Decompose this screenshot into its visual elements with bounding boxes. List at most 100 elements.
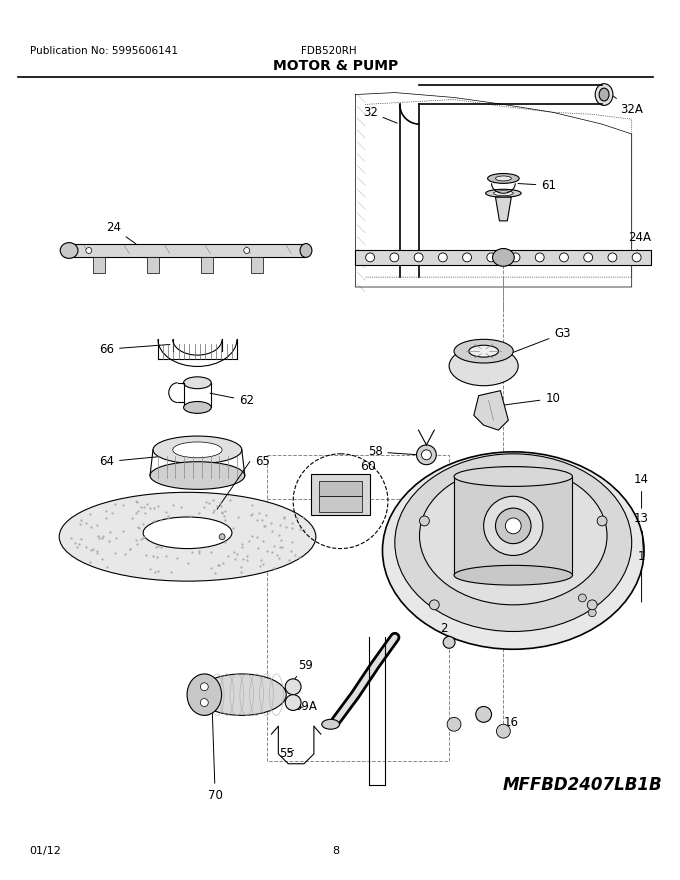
- Ellipse shape: [494, 191, 513, 195]
- Bar: [147, 257, 159, 273]
- Circle shape: [447, 717, 461, 731]
- Circle shape: [285, 678, 301, 694]
- Text: Publication No: 5995606141: Publication No: 5995606141: [30, 46, 177, 56]
- Ellipse shape: [595, 84, 613, 106]
- Ellipse shape: [454, 466, 573, 487]
- Ellipse shape: [599, 88, 609, 101]
- Text: 13: 13: [634, 512, 649, 553]
- Text: 55: 55: [279, 747, 294, 760]
- Ellipse shape: [454, 340, 513, 363]
- Circle shape: [496, 724, 510, 738]
- Ellipse shape: [184, 377, 211, 389]
- Circle shape: [86, 247, 92, 253]
- Text: 8: 8: [332, 846, 339, 855]
- Circle shape: [462, 253, 471, 262]
- Bar: [201, 257, 214, 273]
- Text: 62: 62: [210, 393, 254, 407]
- Circle shape: [483, 496, 543, 555]
- Circle shape: [285, 694, 301, 710]
- Ellipse shape: [300, 244, 312, 257]
- Bar: [251, 257, 262, 273]
- Circle shape: [505, 518, 521, 534]
- Ellipse shape: [449, 346, 518, 385]
- Ellipse shape: [184, 401, 211, 414]
- Ellipse shape: [150, 462, 245, 489]
- Text: 24: 24: [106, 221, 136, 244]
- Text: 61: 61: [518, 179, 556, 192]
- Text: 10: 10: [503, 392, 560, 405]
- Circle shape: [511, 253, 520, 262]
- Circle shape: [201, 683, 208, 691]
- Text: 65: 65: [254, 455, 269, 468]
- Ellipse shape: [395, 454, 632, 632]
- Text: 01/12: 01/12: [30, 846, 61, 855]
- Ellipse shape: [420, 466, 607, 605]
- Circle shape: [579, 594, 586, 602]
- Polygon shape: [474, 391, 509, 430]
- Ellipse shape: [469, 345, 498, 357]
- Ellipse shape: [322, 719, 339, 730]
- Circle shape: [487, 253, 496, 262]
- Ellipse shape: [382, 451, 644, 649]
- Circle shape: [439, 253, 447, 262]
- Ellipse shape: [486, 189, 521, 197]
- Text: 14: 14: [634, 473, 649, 509]
- Text: 32: 32: [362, 106, 397, 123]
- Text: 59: 59: [295, 658, 313, 678]
- Bar: [319, 481, 362, 496]
- Bar: [311, 473, 370, 515]
- Circle shape: [560, 253, 568, 262]
- Ellipse shape: [454, 565, 573, 585]
- Ellipse shape: [173, 442, 222, 458]
- Bar: [92, 257, 105, 273]
- Text: 16: 16: [503, 715, 518, 729]
- Text: G3: G3: [506, 326, 571, 356]
- Circle shape: [429, 600, 439, 610]
- Circle shape: [366, 253, 375, 262]
- Circle shape: [496, 508, 531, 544]
- Text: 24A: 24A: [628, 231, 651, 250]
- Circle shape: [443, 636, 455, 649]
- Circle shape: [476, 707, 492, 722]
- Text: MOTOR & PUMP: MOTOR & PUMP: [273, 59, 398, 73]
- Ellipse shape: [187, 674, 222, 715]
- Ellipse shape: [143, 517, 232, 548]
- Bar: [356, 250, 651, 265]
- Text: 58: 58: [368, 445, 415, 458]
- Polygon shape: [496, 197, 511, 221]
- Bar: [267, 455, 449, 761]
- Text: 70: 70: [207, 712, 222, 802]
- Ellipse shape: [61, 243, 78, 259]
- Ellipse shape: [59, 492, 316, 581]
- Text: 1: 1: [638, 550, 645, 602]
- Circle shape: [390, 253, 398, 262]
- Text: 64: 64: [99, 455, 165, 468]
- Circle shape: [201, 699, 208, 707]
- Ellipse shape: [153, 436, 242, 464]
- Circle shape: [420, 516, 429, 526]
- Circle shape: [244, 247, 250, 253]
- Ellipse shape: [197, 674, 286, 715]
- Text: 32A: 32A: [607, 92, 643, 116]
- Circle shape: [608, 253, 617, 262]
- Circle shape: [417, 445, 437, 465]
- Text: 2: 2: [441, 622, 448, 635]
- Text: 59A: 59A: [294, 700, 318, 713]
- Ellipse shape: [496, 176, 511, 181]
- Circle shape: [422, 450, 431, 459]
- Circle shape: [583, 253, 593, 262]
- Circle shape: [219, 534, 225, 539]
- Circle shape: [588, 609, 596, 617]
- Text: 66: 66: [99, 342, 170, 356]
- Circle shape: [535, 253, 544, 262]
- Ellipse shape: [492, 248, 514, 267]
- Text: FDB520RH: FDB520RH: [301, 46, 357, 56]
- Ellipse shape: [488, 173, 520, 183]
- Circle shape: [588, 600, 597, 610]
- Bar: [319, 496, 362, 512]
- Text: MFFBD2407LB1B: MFFBD2407LB1B: [503, 776, 662, 795]
- Bar: [454, 477, 573, 576]
- Text: 60: 60: [360, 460, 376, 473]
- Circle shape: [414, 253, 423, 262]
- Circle shape: [632, 253, 641, 262]
